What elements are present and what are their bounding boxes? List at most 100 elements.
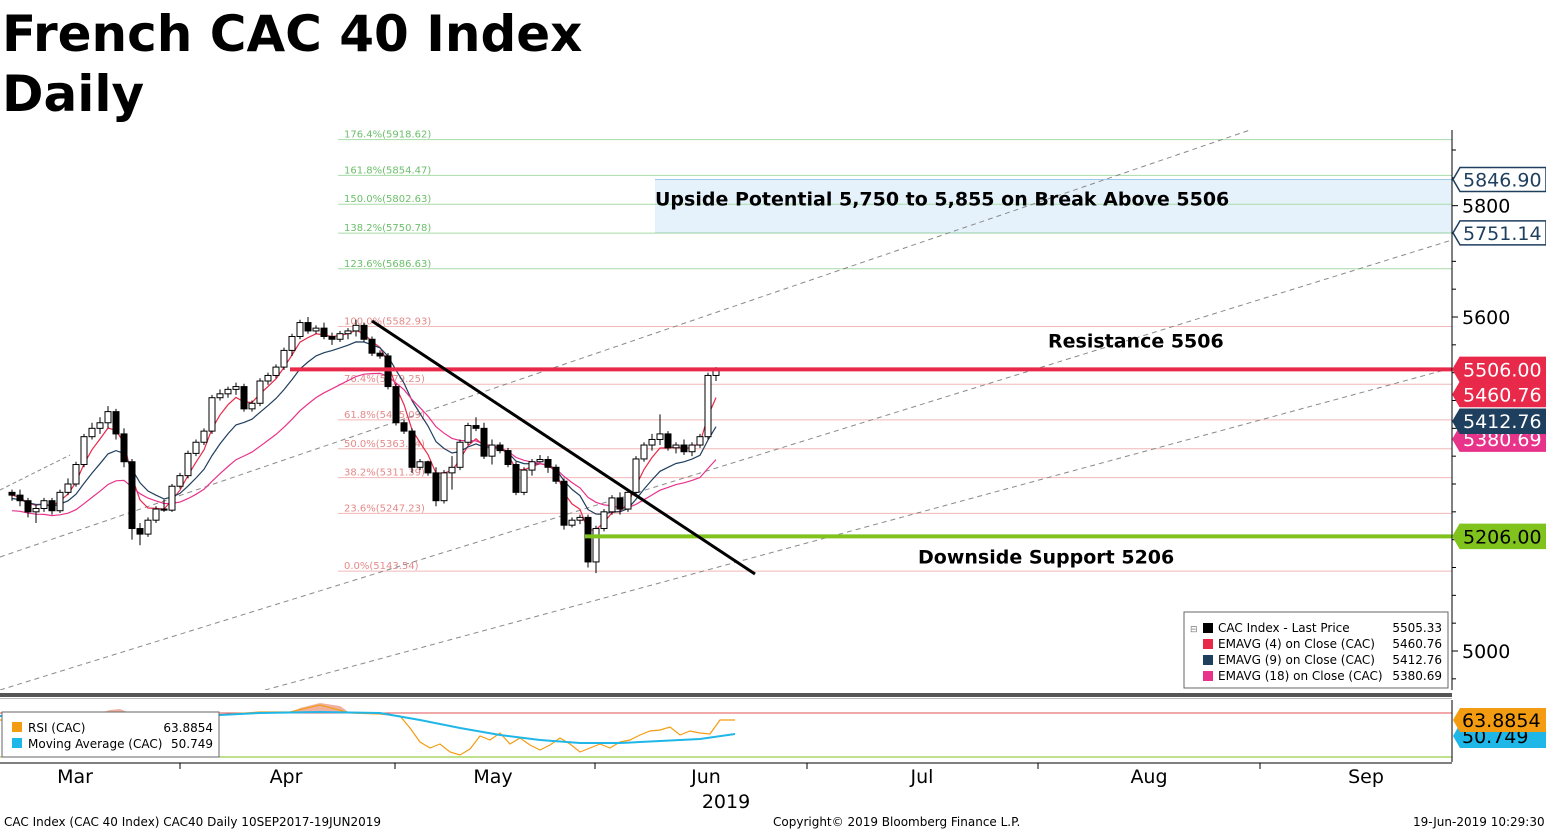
pane-separator: [0, 693, 1452, 697]
candle-body: [320, 327, 328, 337]
fib-level-label: 61.8%(5415.09): [344, 410, 425, 421]
candle-body: [464, 425, 472, 443]
candle-body: [376, 352, 384, 357]
candle-body: [688, 444, 696, 453]
candle-body: [544, 459, 552, 468]
candle-body: [440, 472, 448, 502]
candle-body: [128, 461, 136, 530]
candle-body: [696, 436, 704, 446]
candle-body: [368, 338, 376, 354]
candle-body: [176, 475, 184, 487]
candle-body: [88, 427, 96, 438]
candle-body: [56, 491, 64, 512]
candle-body: [16, 494, 24, 502]
price-tag-label: 5460.76: [1463, 385, 1542, 407]
legend-value: 5460.76: [1392, 637, 1442, 651]
price-tag-label: 5380.69: [1463, 429, 1542, 451]
x-axis-month-label: Sep: [1348, 766, 1384, 788]
rsi-legend-swatch: [12, 738, 22, 748]
candle-body: [640, 444, 648, 460]
fib-level-label: 123.6%(5686.63): [344, 259, 431, 270]
price-tag-label: 5412.76: [1463, 411, 1542, 433]
x-axis-month-label: Apr: [270, 766, 303, 788]
price-tag: 5460.76: [1452, 381, 1546, 408]
legend-frame: [1183, 611, 1449, 689]
candle-body: [288, 335, 296, 351]
candle-body: [400, 422, 408, 432]
price-axis-label: 5000: [1462, 641, 1510, 663]
candle-body: [240, 386, 248, 410]
price-tag-label: 5751.14: [1463, 223, 1542, 245]
candle-body: [192, 441, 200, 454]
candle-body: [80, 436, 88, 466]
legend-value: 5505.33: [1392, 621, 1442, 635]
candle-body: [152, 508, 160, 521]
support-label: Downside Support 5206: [918, 546, 1174, 568]
candle-body: [216, 393, 224, 399]
legend-collapse-icon: ⊟: [1190, 625, 1198, 635]
candle-body: [408, 430, 416, 468]
candle-body: [344, 330, 352, 335]
candle-body: [248, 402, 256, 410]
candle-body: [312, 327, 320, 332]
candle-body: [616, 497, 624, 510]
candle-body: [568, 519, 576, 526]
trend-channel-line: [0, 239, 1452, 690]
x-axis-month-label: May: [473, 766, 512, 788]
legend-value: 5380.69: [1392, 669, 1442, 683]
candle-body: [104, 411, 112, 424]
rsi-tag-label: 63.8854: [1462, 710, 1541, 732]
rsi-legend-frame: [1, 711, 220, 758]
candle-body: [520, 469, 528, 493]
price-tag-label: 5846.90: [1463, 170, 1542, 192]
candle-body: [144, 519, 152, 535]
fib-level-label: 138.2%(5750.78): [344, 223, 431, 234]
price-tag: 5206.00: [1452, 523, 1546, 550]
legend-swatch: [1203, 655, 1213, 665]
candle-body: [536, 459, 544, 463]
candle-body: [624, 491, 632, 510]
candle-body: [560, 480, 568, 526]
upside-potential-label: Upside Potential 5,750 to 5,855 on Break…: [655, 189, 1229, 211]
price-tag: 5846.90: [1452, 166, 1546, 193]
x-axis-month-label: Jul: [910, 766, 934, 788]
x-axis-month-label: Mar: [57, 766, 93, 788]
price-tag-shape: [1452, 220, 1546, 246]
trend-channel-line: [0, 454, 71, 491]
rsi-tag: 63.8854: [1453, 708, 1546, 732]
candle-body: [72, 464, 80, 485]
rsi-legend-value: 50.749: [171, 737, 213, 751]
legend-label: EMAVG (9) on Close (CAC): [1218, 653, 1375, 667]
candle-body: [352, 324, 360, 332]
legend-box: ⊟ CAC Index - Last Price 5505.33 EMAVG (4) …: [1183, 611, 1449, 689]
candle-body: [160, 508, 168, 511]
legend-swatch: [1203, 671, 1213, 681]
price-tag: 5751.14: [1452, 220, 1546, 246]
fib-level-label: 100.0%(5582.93): [344, 317, 431, 328]
candle-body: [392, 386, 400, 424]
candle-body: [184, 452, 192, 477]
candle-body: [632, 458, 640, 493]
price-tag-label: 5506.00: [1463, 359, 1542, 381]
price-tag-shape: [1452, 166, 1546, 193]
candle-body: [528, 461, 536, 471]
x-axis-month-label: Aug: [1130, 766, 1167, 788]
candle-body: [64, 483, 72, 493]
resistance-label: Resistance 5506: [1048, 330, 1224, 352]
legend-label: CAC Index - Last Price: [1218, 621, 1350, 635]
candle-body: [272, 366, 280, 376]
footer-copyright: Copyright© 2019 Bloomberg Finance L.P.: [773, 815, 1021, 829]
legend-swatch: [1203, 623, 1213, 633]
candle-body: [448, 466, 456, 474]
trend-channel-line: [264, 367, 1452, 690]
rsi-legend-swatch: [12, 722, 22, 732]
price-tag-shape: [1452, 523, 1546, 550]
candle-body: [232, 386, 240, 390]
chart-title-line1: French CAC 40 Index: [2, 5, 583, 63]
price-tag-shape: [1452, 356, 1546, 383]
candle-body: [8, 491, 16, 496]
candle-body: [672, 444, 680, 449]
fib-level-label: 0.0%(5143.54): [344, 561, 419, 572]
